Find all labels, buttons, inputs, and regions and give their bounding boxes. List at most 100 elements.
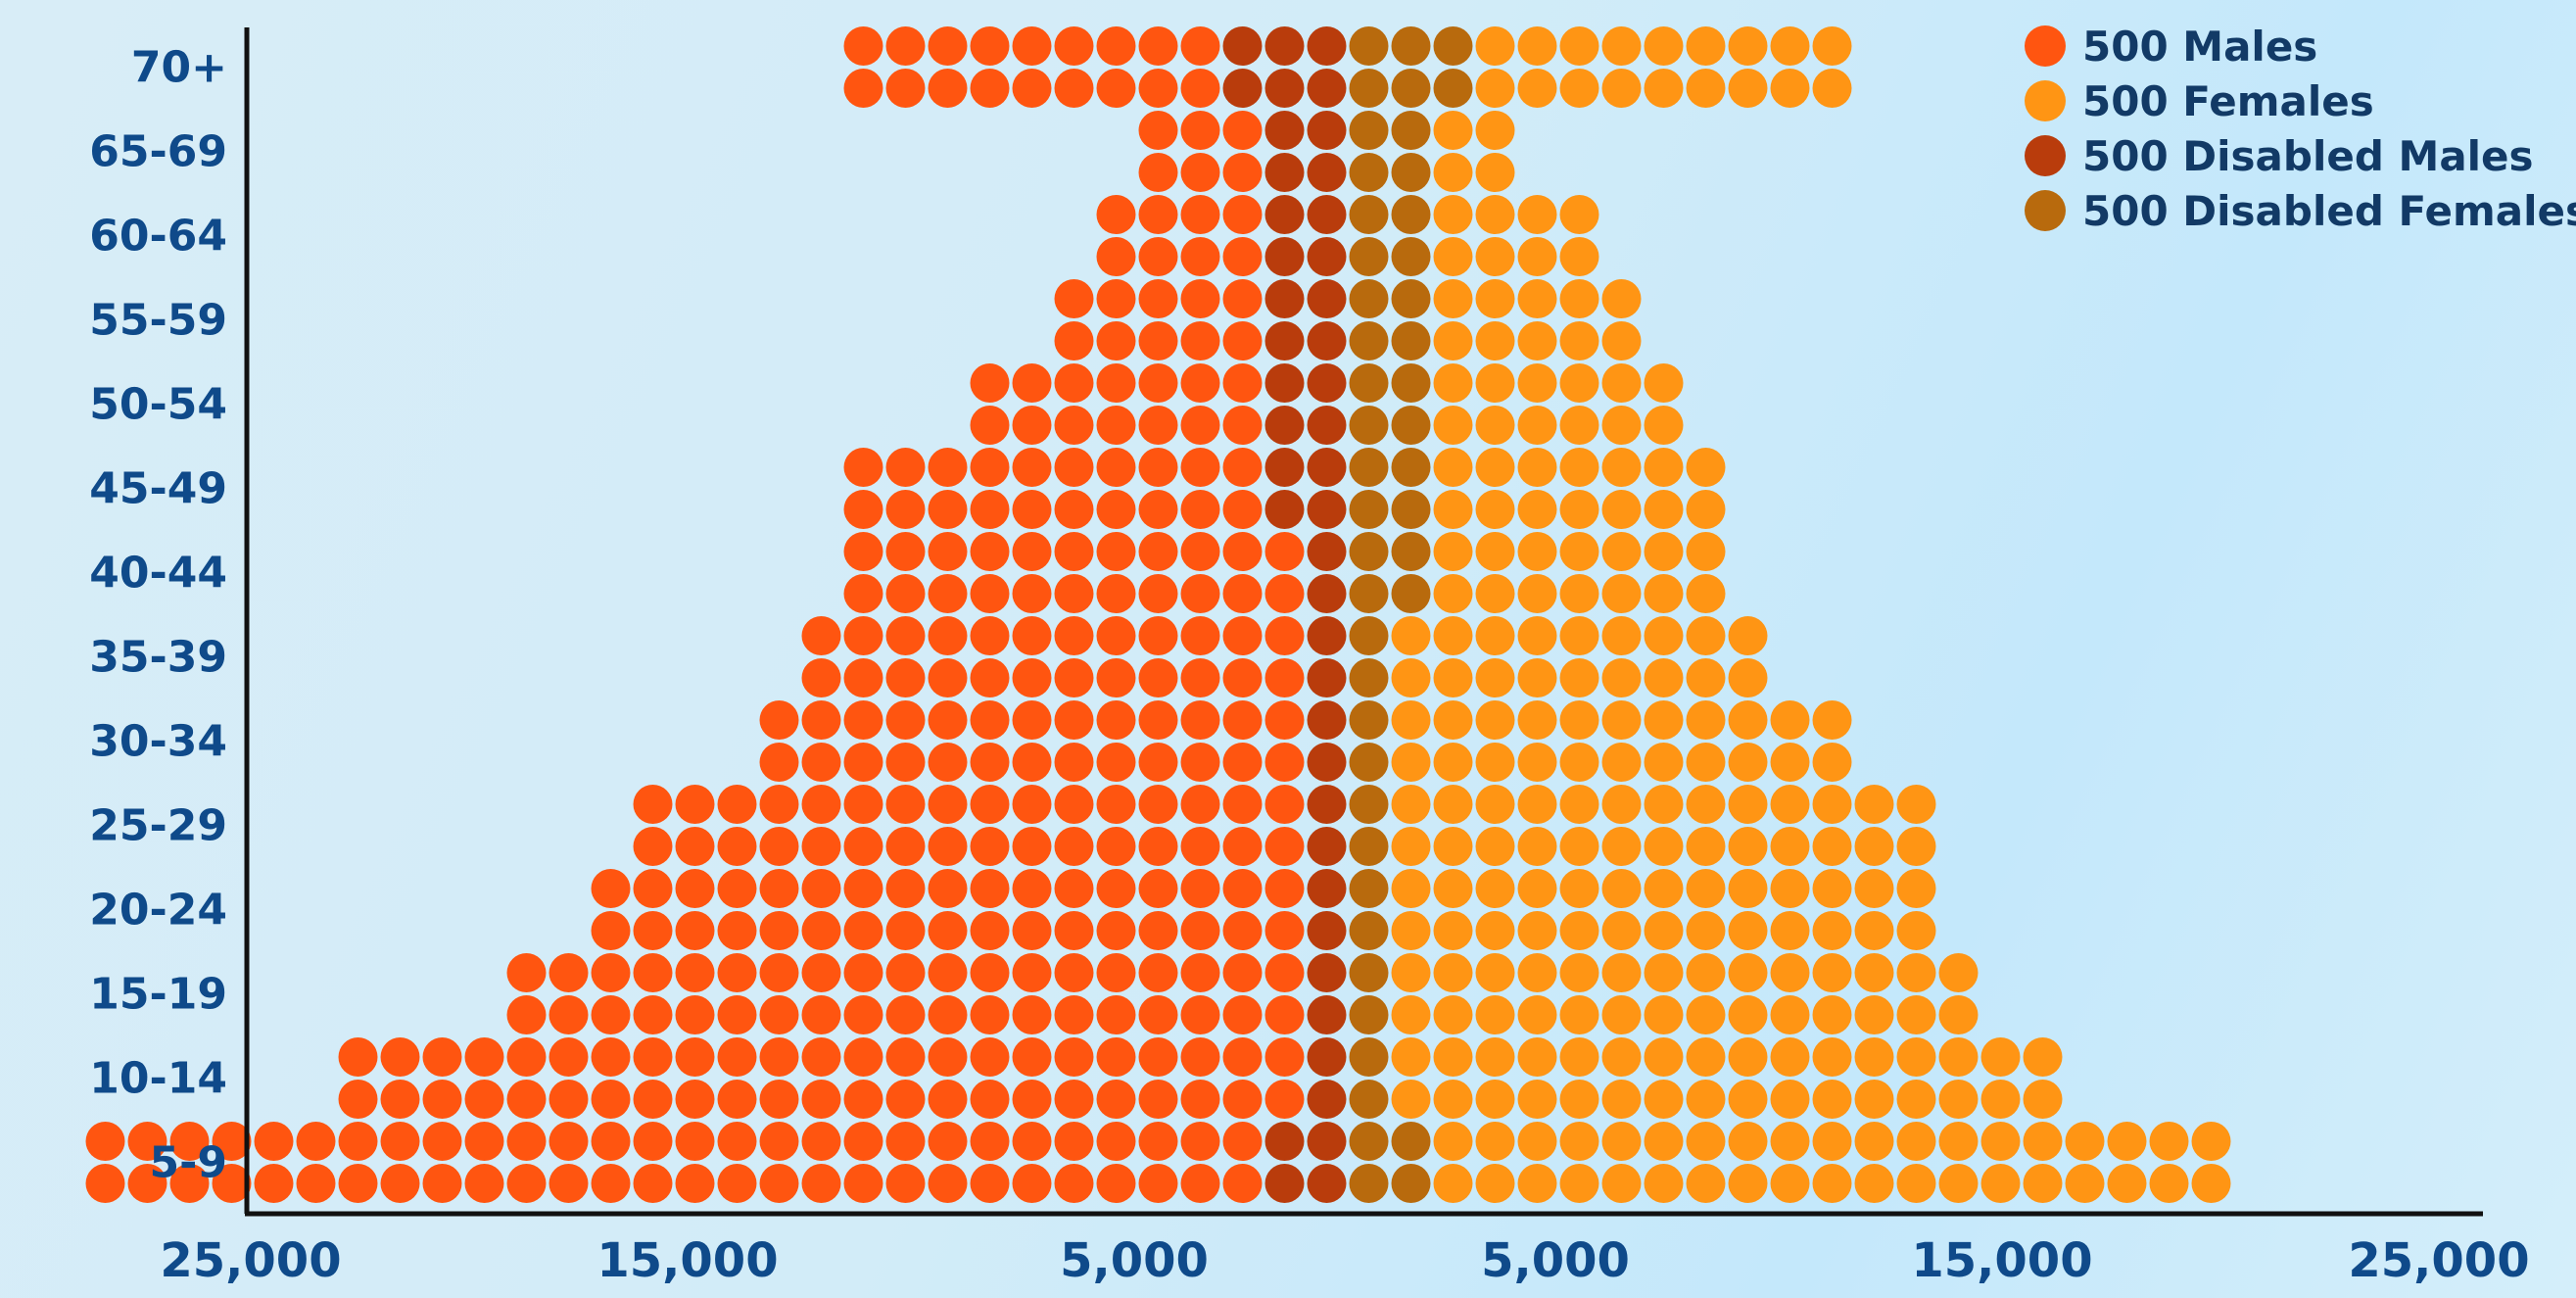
dot-female bbox=[1896, 1164, 1936, 1203]
y-tick-label: 55-59 bbox=[89, 296, 227, 346]
dot-female bbox=[1433, 532, 1473, 571]
dot-male bbox=[1012, 658, 1052, 697]
dot-male bbox=[1012, 700, 1052, 740]
dot-female bbox=[1686, 69, 1726, 108]
dot-male bbox=[675, 1037, 715, 1077]
dot-female bbox=[1896, 1122, 1936, 1161]
dot-male bbox=[1012, 490, 1052, 529]
dot-female bbox=[1770, 1164, 1810, 1203]
dot-male bbox=[843, 448, 883, 487]
dot-male bbox=[675, 953, 715, 992]
dot-disabled-male bbox=[1307, 26, 1347, 66]
dot-female bbox=[1896, 1037, 1936, 1077]
dot-male bbox=[928, 827, 968, 866]
dot-male bbox=[843, 827, 883, 866]
dot-male bbox=[1054, 490, 1094, 529]
dot-female bbox=[1644, 26, 1684, 66]
dot-male bbox=[85, 1164, 125, 1203]
dot-male bbox=[296, 1122, 336, 1161]
dot-female bbox=[1559, 1164, 1599, 1203]
dot-male bbox=[928, 616, 968, 655]
dot-male bbox=[1012, 532, 1052, 571]
dot-female bbox=[1980, 1164, 2021, 1203]
dot-female bbox=[1433, 953, 1473, 992]
dot-male bbox=[675, 869, 715, 908]
dot-male bbox=[633, 995, 673, 1034]
dot-male bbox=[843, 69, 883, 108]
dot-female bbox=[1770, 1037, 1810, 1077]
x-tick-label: 25,000 bbox=[160, 1233, 341, 1288]
dot-male bbox=[1054, 869, 1094, 908]
dot-female bbox=[1517, 953, 1557, 992]
dot-male bbox=[1012, 574, 1052, 613]
dot-male bbox=[338, 1164, 378, 1203]
dot-male bbox=[549, 1122, 589, 1161]
x-tick-label: 15,000 bbox=[1911, 1233, 2092, 1288]
dot-disabled-male bbox=[1307, 69, 1347, 108]
dot-disabled-male bbox=[1307, 700, 1347, 740]
dot-male bbox=[970, 700, 1010, 740]
dot-male bbox=[1054, 616, 1094, 655]
dot-female bbox=[1812, 1122, 1852, 1161]
dot-female bbox=[1391, 911, 1431, 950]
dot-male bbox=[506, 1037, 547, 1077]
dot-male bbox=[928, 911, 968, 950]
dot-female bbox=[1896, 869, 1936, 908]
dot-female bbox=[1391, 743, 1431, 782]
dot-male bbox=[1264, 1037, 1305, 1077]
dot-male bbox=[675, 1080, 715, 1119]
dot-female bbox=[1475, 321, 1515, 361]
dot-female bbox=[1559, 658, 1599, 697]
dot-female bbox=[1728, 26, 1768, 66]
dot-disabled-female bbox=[1349, 490, 1389, 529]
dot-female bbox=[1559, 490, 1599, 529]
dot-disabled-male bbox=[1307, 153, 1347, 192]
dot-male bbox=[1180, 406, 1220, 445]
dot-female bbox=[1938, 953, 1979, 992]
dot-male bbox=[885, 574, 926, 613]
dot-female bbox=[2023, 1080, 2063, 1119]
dot-female bbox=[1475, 574, 1515, 613]
dot-male bbox=[970, 953, 1010, 992]
dot-disabled-female bbox=[1433, 26, 1473, 66]
dot-female bbox=[1812, 953, 1852, 992]
dot-male bbox=[549, 953, 589, 992]
dot-disabled-female bbox=[1349, 195, 1389, 234]
dot-male bbox=[843, 574, 883, 613]
dot-female bbox=[2023, 1037, 2063, 1077]
dot-disabled-female bbox=[1433, 69, 1473, 108]
dot-male bbox=[717, 1164, 757, 1203]
dot-male bbox=[338, 1080, 378, 1119]
dot-female bbox=[2107, 1122, 2147, 1161]
dot-female bbox=[1517, 911, 1557, 950]
dot-female bbox=[1686, 532, 1726, 571]
dot-disabled-female bbox=[1349, 574, 1389, 613]
dot-female bbox=[2065, 1164, 2105, 1203]
dot-male bbox=[1222, 363, 1263, 403]
dot-female bbox=[1517, 1080, 1557, 1119]
dot-female bbox=[1559, 700, 1599, 740]
dot-male bbox=[1138, 574, 1178, 613]
dot-female bbox=[1475, 869, 1515, 908]
dot-male bbox=[1180, 658, 1220, 697]
dot-female bbox=[1601, 574, 1642, 613]
dot-female bbox=[1812, 69, 1852, 108]
dot-male bbox=[1264, 658, 1305, 697]
dot-male bbox=[1138, 785, 1178, 824]
dot-male bbox=[970, 574, 1010, 613]
dot-disabled-female bbox=[1349, 1037, 1389, 1077]
dot-female bbox=[1433, 321, 1473, 361]
dot-female bbox=[1644, 869, 1684, 908]
dot-male bbox=[1264, 743, 1305, 782]
dot-female bbox=[1601, 827, 1642, 866]
dot-female bbox=[1559, 279, 1599, 318]
dot-male bbox=[1138, 195, 1178, 234]
dot-female bbox=[1686, 448, 1726, 487]
dot-female bbox=[1980, 1080, 2021, 1119]
dot-male bbox=[1096, 195, 1136, 234]
legend-swatch bbox=[2025, 190, 2066, 231]
dot-male bbox=[127, 1164, 167, 1203]
dot-male bbox=[1096, 953, 1136, 992]
dot-male bbox=[1264, 574, 1305, 613]
dot-female bbox=[1601, 785, 1642, 824]
